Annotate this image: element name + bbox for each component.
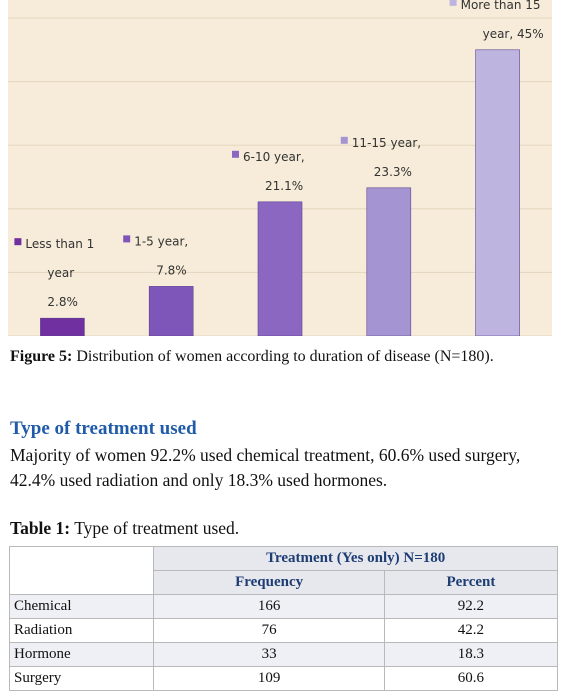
row-frequency: 109 [153,666,385,691]
data-label: 1-5 year, [134,234,188,248]
table-caption: Table 1: Type of treatment used. [10,518,239,539]
legend-swatch [232,150,239,158]
table-caption-text: Type of treatment used. [70,518,240,538]
row-percent: 18.3 [383,642,559,667]
data-label: year [47,266,74,280]
table-row: Surgery 109 60.6 [8,666,559,691]
table-corner-cell [8,546,155,571]
row-percent: 60.6 [383,666,559,691]
figure-caption: Figure 5: Distribution of women accordin… [10,346,558,367]
row-name: Hormone [8,642,155,667]
data-label: 7.8% [156,263,187,277]
column-header-frequency: Frequency [153,570,385,595]
data-label: 11-15 year, [352,136,421,150]
legend-swatch [14,238,22,246]
row-percent: 42.2 [383,618,559,643]
section-paragraph: Majority of women 92.2% used chemical tr… [10,445,521,490]
legend-swatch [123,235,131,243]
data-label: 6-10 year, [243,150,305,164]
figure-caption-text: Distribution of women according to durat… [72,348,494,365]
table-label: Table 1: [10,518,71,538]
section-heading: Type of treatment used [10,418,197,439]
row-name: Surgery [8,666,155,691]
table-row: Chemical 166 92.2 [8,594,559,619]
legend-swatch [340,136,348,144]
data-label: 21.1% [265,179,303,193]
row-name: Radiation [8,618,155,643]
data-label: 23.3% [374,165,412,179]
bar [366,187,412,336]
table-row: Radiation 76 42.2 [8,618,559,643]
row-name: Chemical [8,594,155,619]
treatment-table: Treatment (Yes only) N=180 Frequency Per… [8,546,559,691]
table-row: Hormone 33 18.3 [8,642,559,667]
data-label: Less than 1 [25,237,94,251]
duration-bar-chart: Less than 1 year 2.8% 1-5 year, 7.8% 6-10 yea… [8,0,552,336]
figure-label: Figure 5: [10,348,73,365]
data-label: year, 45% [483,27,544,41]
legend-swatch [449,0,457,6]
column-header-percent: Percent [383,570,559,595]
table-corner-cell [8,570,155,595]
row-frequency: 166 [153,594,385,619]
row-frequency: 76 [153,618,385,643]
row-frequency: 33 [153,642,385,667]
table-group-header-row: Treatment (Yes only) N=180 [8,546,558,571]
data-label: 2.8% [47,295,78,309]
bar [257,201,303,336]
row-percent: 92.2 [383,594,559,619]
bar [40,317,85,336]
table-group-header: Treatment (Yes only) N=180 [153,546,558,571]
bar [475,49,520,336]
data-label: More than 15 [461,0,541,12]
table-column-header-row: Frequency Percent [8,570,559,595]
bar [148,286,194,336]
